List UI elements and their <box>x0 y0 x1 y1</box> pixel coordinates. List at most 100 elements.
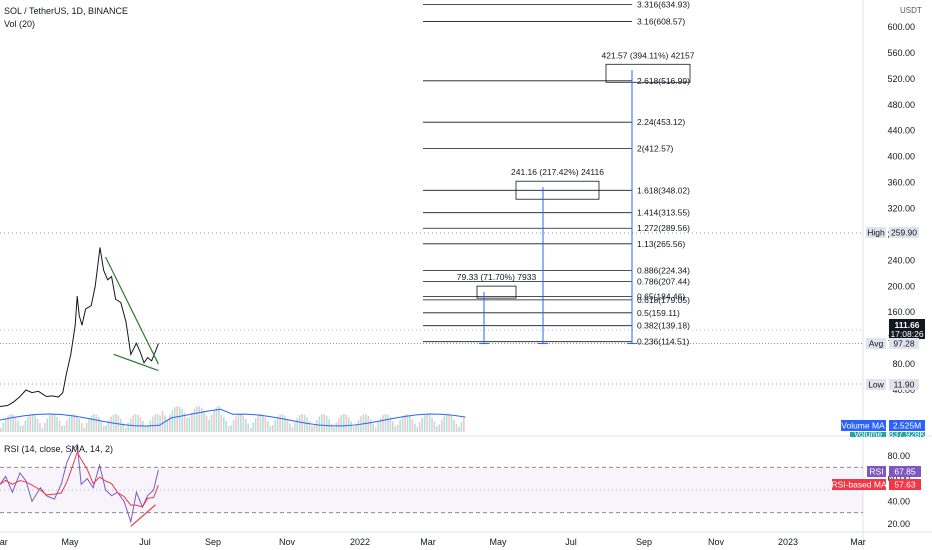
volume-bar <box>46 418 49 432</box>
low-value-bg <box>889 379 919 390</box>
volume-bar <box>394 426 397 432</box>
measure-label: 79.33 (71.70%) 7933 <box>457 272 537 282</box>
volume-bar <box>443 416 446 432</box>
volume-ma-label: Volume MA <box>841 421 885 431</box>
volume-bar <box>166 419 169 432</box>
volume-bar <box>367 415 370 432</box>
volume-bar <box>53 414 56 432</box>
rsi-band-background <box>0 467 863 513</box>
rsi-label: RSI <box>869 467 883 477</box>
volume-bar <box>132 415 134 432</box>
volume-label: Volume <box>854 429 883 439</box>
volume-bar <box>49 415 51 432</box>
rsi-axis-tick: 60.00 <box>887 474 910 484</box>
time-axis-tick: Mar <box>850 537 866 547</box>
volume-bar <box>232 420 235 432</box>
high-label: High <box>867 228 885 238</box>
volume-bar <box>431 417 433 432</box>
volume-bar <box>178 406 181 432</box>
volume-bar <box>210 414 213 432</box>
volume-bar <box>4 418 7 432</box>
price-axis-tick: 600.00 <box>887 22 915 32</box>
volume-bar <box>259 414 262 432</box>
volume-bar <box>12 414 14 432</box>
volume-bar <box>225 421 227 432</box>
volume-bar <box>257 415 259 432</box>
volume-bar <box>245 418 247 432</box>
volume-bar <box>227 425 230 432</box>
volume-bar <box>137 414 139 432</box>
price-axis-tick: 160.00 <box>887 307 915 317</box>
volume-bar <box>176 406 178 432</box>
volume-bar <box>392 421 394 432</box>
volume-bar <box>320 414 323 432</box>
wedge-upper-trendline <box>105 256 159 365</box>
price-axis-tick: 440.00 <box>887 126 915 136</box>
volume-bar <box>377 422 379 432</box>
volume-bar <box>313 424 316 432</box>
volume-bar <box>330 423 333 432</box>
volume-bar <box>458 426 460 432</box>
volume-bar <box>274 420 276 432</box>
volume-bar <box>411 419 414 432</box>
volume-bar <box>44 422 46 432</box>
fib-level-label: 0.382(139.18) <box>637 321 690 331</box>
fib-level-label: 1.13(265.56) <box>637 239 685 249</box>
volume-bar <box>249 427 252 432</box>
price-axis-tick: 560.00 <box>887 48 915 58</box>
volume-bar <box>151 416 154 432</box>
volume-bar <box>147 425 149 432</box>
volume-bar <box>34 415 36 432</box>
rsi-value: 67.85 <box>894 467 916 477</box>
volume-bar <box>24 420 27 432</box>
volume-bar <box>252 422 254 432</box>
volume-bar <box>374 427 377 432</box>
volume-bar <box>247 423 250 432</box>
volume-bar <box>154 414 156 432</box>
volume-bar <box>63 425 66 432</box>
volume-bar <box>171 410 174 432</box>
volume-bar <box>340 415 343 432</box>
measure-box <box>605 63 691 83</box>
volume-bar <box>17 420 19 432</box>
volume-bar <box>460 421 463 432</box>
fib-level-label: 2.24(453.12) <box>637 117 685 127</box>
fib-level-label: 2.618(516.99) <box>637 76 690 86</box>
volume-bar <box>347 417 350 432</box>
volume-bar <box>230 424 232 432</box>
time-axis-tick: Nov <box>708 537 725 547</box>
volume-bar <box>409 415 411 432</box>
rsi-axis-tick: 80.00 <box>887 451 910 461</box>
avg-label: Avg <box>869 339 884 349</box>
time-axis-tick: Sep <box>205 537 221 547</box>
volume-bar <box>95 414 98 432</box>
high-value-bg <box>889 227 919 238</box>
volume-bar <box>338 418 340 432</box>
volume-bar <box>196 406 198 432</box>
measure-box <box>476 285 517 299</box>
time-axis-tick: 2023 <box>778 537 798 547</box>
fib-level-label: 0.5(159.11) <box>637 308 680 318</box>
volume-bar <box>382 415 384 432</box>
volume-bar <box>404 414 406 432</box>
volume-bar <box>423 415 426 432</box>
volume-bar <box>85 422 88 432</box>
volume-bar <box>193 408 196 432</box>
fib-level-label: 0.236(114.51) <box>637 337 689 347</box>
volume-bar <box>198 406 201 432</box>
volume-bar <box>14 416 17 432</box>
volume-bar <box>242 415 245 432</box>
time-axis-tick: Jul <box>139 537 151 547</box>
volume-ma-value-bg <box>889 420 925 431</box>
volume-bar <box>448 414 450 432</box>
fib-level-label: 1.618(348.02) <box>637 185 690 195</box>
volume-bar <box>222 417 225 432</box>
volume-bar <box>9 414 12 432</box>
volume-bar <box>120 418 122 432</box>
volume-bar <box>379 417 382 432</box>
measure-label: 421.57 (394.11%) 42157 <box>602 50 695 60</box>
volume-bar <box>269 426 272 432</box>
volume-bar <box>80 423 83 432</box>
volume-bar <box>22 425 24 432</box>
volume-bar <box>298 415 301 432</box>
